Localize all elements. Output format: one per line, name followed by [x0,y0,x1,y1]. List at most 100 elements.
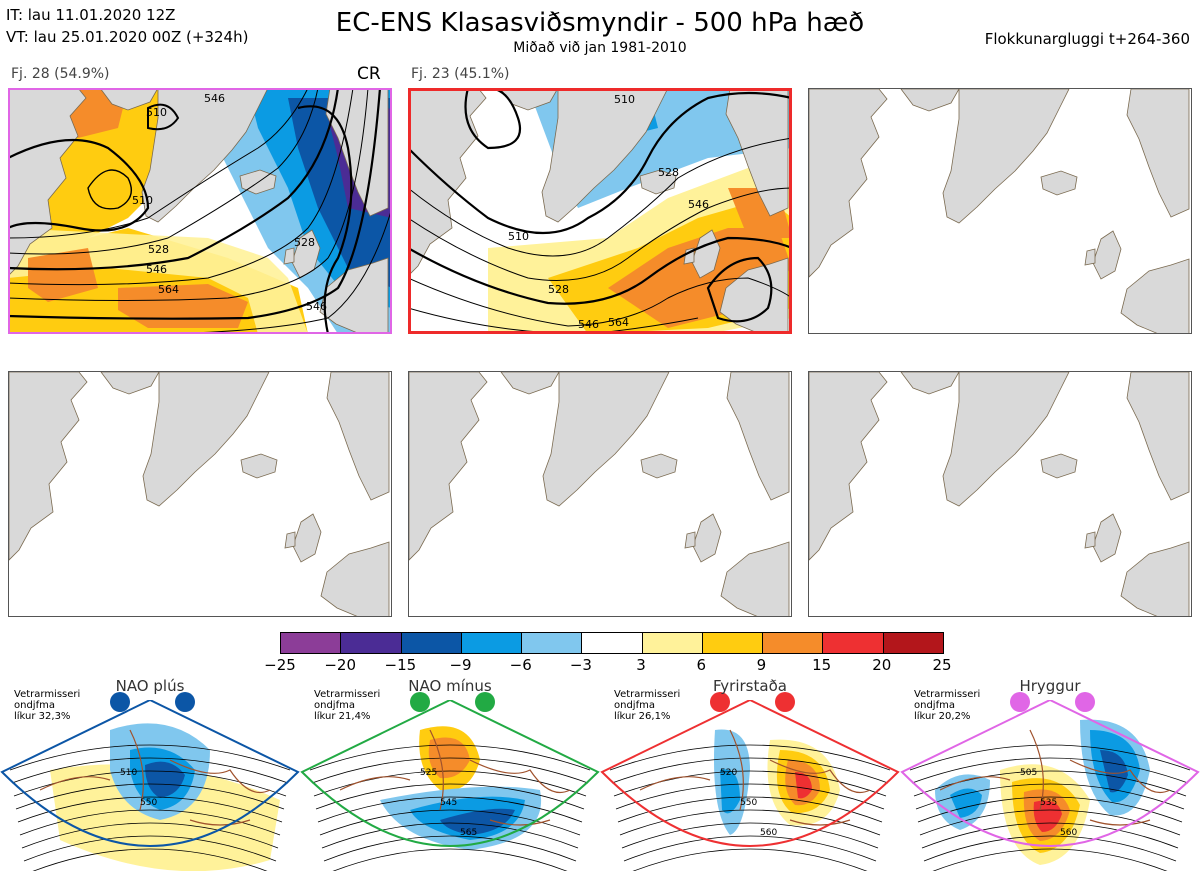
colorbar-swatch-10 [882,633,943,653]
regime-0-contour-8 [25,848,275,875]
colorbar-swatch-7 [701,633,763,653]
anomaly-colorbar [280,632,944,654]
regime-3-contour-6 [921,822,1179,849]
colorbar-swatch-2 [400,633,461,653]
page-title: EC-ENS Klasasviðsmyndir - 500 hPa hæð [335,8,865,38]
regime-1-contour-0 [309,744,591,771]
colorbar-tick-11: 25 [932,656,952,674]
colorbar-tick-0: −25 [264,656,296,674]
regime-3-dot-0 [1010,692,1030,712]
colorbar-swatch-5 [581,633,642,653]
colorbar-tick-5: −3 [569,656,592,674]
colorbar-tick-3: −9 [449,656,472,674]
regime-1-anomaly-4 [440,808,515,835]
panel-1-contour-528b: 528 [294,236,315,249]
regime-3-dot-1 [1075,692,1095,712]
regime-0-contour-4 [17,796,283,823]
regime-0-contour-label-0: 510 [120,768,137,778]
regime-3-frame [900,698,1200,847]
cluster-map-5 [408,371,792,617]
colorbar-tick-4: −6 [509,656,532,674]
panel-2-contour-510b: 510 [508,230,529,243]
regime-3-contour-label-2: 560 [1060,828,1077,838]
regime-2-probability: Vetrarmisseri ondjfma líkur 26,1% [614,689,681,722]
regime-3-contour-3 [915,783,1185,810]
panel-1-border [8,88,392,334]
regime-2-anomaly-5 [795,772,812,799]
panel-1-contour-564: 564 [158,283,179,296]
cluster-map-3 [808,88,1192,334]
regime-2-contour-label-1: 550 [740,798,757,808]
regime-1-dot-1 [475,692,495,712]
regime-1-probability: Vetrarmisseri ondjfma líkur 21,4% [314,689,381,722]
panel-2-contour-546b: 546 [578,318,599,331]
panel-2-border [408,88,792,334]
page-subtitle: Miðað við jan 1981-2010 [513,40,687,56]
regime-3-contour-label-0: 505 [1020,768,1037,778]
cluster-map-4 [8,371,392,617]
panel-2-contour-528b: 528 [548,283,569,296]
colorbar-swatch-1 [340,633,401,653]
colorbar-swatch-9 [822,633,883,653]
regime-panel-0: 510 550 [0,698,300,875]
regime-2-contour-0 [609,744,891,771]
panel-1-contour-510b: 510 [132,194,153,207]
regime-2-contour-8 [625,848,875,875]
regime-1-contour-5 [319,809,581,836]
regime-panel-2: 520 550 560 [600,698,900,875]
regime-0-frame [0,698,300,847]
regime-2-contour-6 [621,822,879,849]
regime-0-dot-0 [110,692,130,712]
regime-1-contour-1 [311,757,589,784]
regime-3-contour-5 [919,809,1181,836]
colorbar-tick-10: 20 [872,656,892,674]
regime-panel-3: 505 535 560 [900,698,1200,875]
colorbar-swatch-6 [641,633,702,653]
regime-0-title: NAO plús [115,677,185,695]
regime-1-frame [300,698,600,847]
colorbar-tick-8: 9 [756,656,767,674]
panel-2-contour-546a: 546 [688,198,709,211]
regime-1-coastline [339,729,571,826]
cluster-map-6 [808,371,1192,617]
regime-3-contour-1 [911,757,1189,784]
regime-1-contour-label-1: 545 [440,798,457,808]
regime-1-title: NAO mínus [408,677,492,695]
regime-2-contour-3 [615,783,885,810]
regime-2-anomaly-1 [720,769,740,814]
regime-2-contour-label-0: 520 [720,768,737,778]
regime-0-contour-3 [15,783,285,810]
colorbar-swatch-0 [281,633,341,653]
panel-1-contour-546: 546 [146,263,167,276]
regime-0-contour-7 [23,835,277,862]
regime-2-contour-1 [611,757,889,784]
regime-2-frame [600,698,900,847]
regime-0-contour-2 [13,770,287,797]
cluster-map-2: 510 528 546 510 528 546 564 [408,88,792,334]
colorbar-tick-2: −15 [384,656,417,674]
panel-2-label: Fj. 23 (45.1%) [411,66,510,82]
regime-1-dot-0 [410,692,430,712]
regime-1-contour-8 [325,848,575,875]
regime-1-contour-2 [313,770,587,797]
regime-3-contour-2 [913,770,1187,797]
regime-2-contour-5 [619,809,881,836]
panel-1-label: Fj. 28 (54.9%) [11,66,110,82]
panel-2-contour-528a: 528 [658,166,679,179]
regime-3-contour-8 [925,848,1175,875]
regime-3-contour-0 [909,744,1191,771]
regime-1-contour-3 [315,783,585,810]
regime-2-dot-0 [710,692,730,712]
colorbar-swatch-4 [521,633,582,653]
regime-3-probability: Vetrarmisseri ondjfma líkur 20,2% [914,689,981,722]
regime-2-contour-2 [613,770,887,797]
regime-0-probability: Vetrarmisseri ondjfma líkur 32,3% [14,689,81,722]
regime-1-contour-6 [321,822,579,849]
regime-2-dot-1 [775,692,795,712]
regime-0-contour-label-1: 550 [140,798,157,808]
regime-0-dot-1 [175,692,195,712]
regime-0-contour-6 [21,822,279,849]
regime-3-coastline [939,729,1171,826]
cluster-map-1: 528 546 564 510 510 546 528 546 [8,88,392,334]
colorbar-swatch-3 [460,633,522,653]
